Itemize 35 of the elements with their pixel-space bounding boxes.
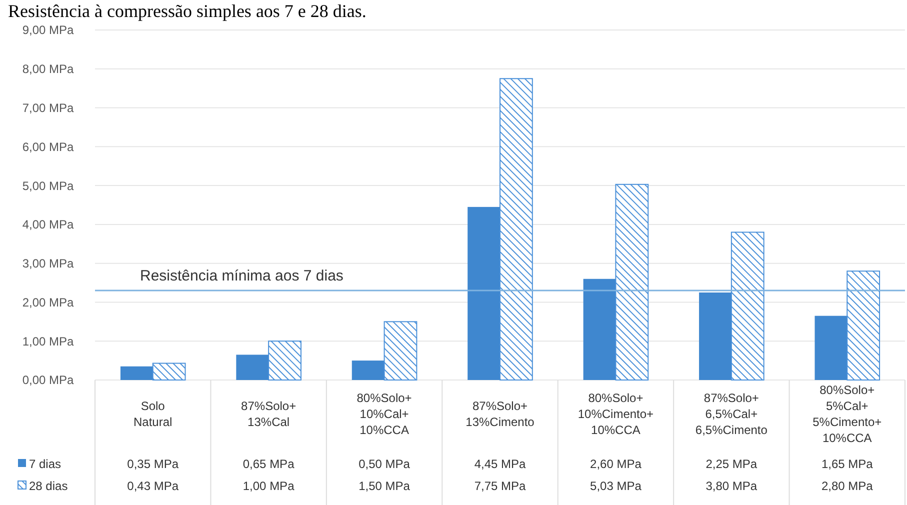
data-label: 0,35 MPa bbox=[127, 457, 179, 471]
y-tick-label: 9,00 MPa bbox=[22, 23, 74, 38]
data-label: 0,50 MPa bbox=[358, 457, 410, 471]
data-label: 3,80 MPa bbox=[706, 479, 758, 493]
data-label: 2,80 MPa bbox=[821, 479, 874, 493]
x-tick-label: 87%Solo+ 13%Cimento bbox=[466, 399, 535, 429]
y-tick-label: 0,00 MPa bbox=[22, 373, 74, 388]
legend-label: 28 dias bbox=[29, 479, 68, 493]
data-label: 1,65 MPa bbox=[821, 457, 874, 471]
x-tick-label: 80%Solo+ 5%Cal+ 5%Cimento+ 10%CCA bbox=[812, 383, 882, 445]
x-tick-label: 80%Solo+ 10%Cimento+ 10%CCA bbox=[578, 391, 654, 437]
y-tick-label: 6,00 MPa bbox=[22, 140, 74, 154]
y-tick-label: 7,00 MPa bbox=[22, 100, 74, 115]
data-label: 2,60 MPa bbox=[590, 457, 642, 471]
ref-line-label: Resistência mínima aos 7 dias bbox=[140, 268, 344, 285]
data-label: 2,25 MPa bbox=[706, 457, 758, 471]
y-tick-label: 1,00 MPa bbox=[22, 334, 74, 348]
data-label: 1,50 MPa bbox=[358, 479, 410, 493]
y-tick-label: 5,00 MPa bbox=[22, 178, 74, 193]
data-label: 7,75 MPa bbox=[474, 479, 526, 493]
data-label: 0,65 MPa bbox=[242, 457, 295, 471]
y-tick-label: 8,00 MPa bbox=[22, 62, 74, 76]
x-tick-label: Solo Natural bbox=[134, 399, 172, 429]
chart-title: Resistência à compressão simples aos 7 e 28 dias. bbox=[8, 1, 366, 21]
y-tick-label: 4,00 MPa bbox=[22, 218, 74, 232]
x-tick-label: 80%Solo+ 10%Cal+ 10%CCA bbox=[356, 391, 412, 437]
x-tick-label: 87%Solo+ 6,5%Cal+ 6,5%Cimento bbox=[695, 391, 768, 437]
data-label: 4,45 MPa bbox=[474, 457, 526, 471]
legend-label: 7 dias bbox=[29, 457, 62, 471]
data-label: 0,43 MPa bbox=[127, 479, 179, 493]
y-tick-label: 2,00 MPa bbox=[22, 295, 74, 310]
data-label: 5,03 MPa bbox=[590, 479, 642, 493]
y-tick-label: 3,00 MPa bbox=[22, 256, 74, 271]
data-label: 1,00 MPa bbox=[242, 479, 295, 493]
x-tick-label: 87%Solo+ 13%Cal bbox=[241, 399, 296, 429]
